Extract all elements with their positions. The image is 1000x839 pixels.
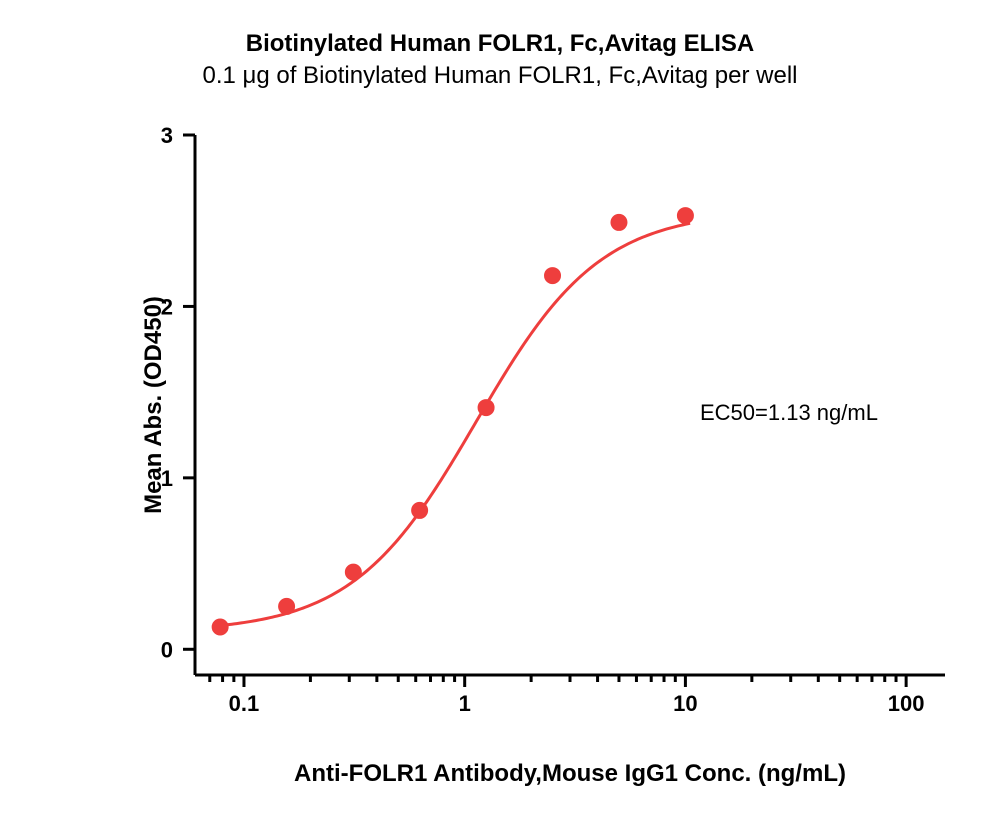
svg-text:1: 1 [459,691,471,716]
elisa-chart: Biotinylated Human FOLR1, Fc,Avitag ELIS… [0,0,1000,839]
plot-svg: 0 1 2 3 0.1 1 10 100 [0,0,1000,839]
svg-text:3: 3 [161,123,173,148]
svg-text:0: 0 [161,637,173,662]
svg-text:2: 2 [161,294,173,319]
svg-text:0.1: 0.1 [229,691,260,716]
svg-text:1: 1 [161,466,173,491]
svg-text:10: 10 [673,691,697,716]
svg-text:100: 100 [888,691,925,716]
